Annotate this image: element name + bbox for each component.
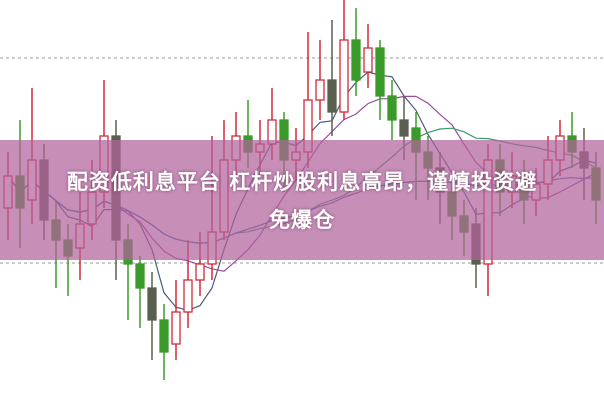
- candle-body: [351, 39, 361, 81]
- candle-body: [375, 47, 385, 97]
- candle-body: [399, 119, 409, 137]
- candle-body: [339, 39, 349, 113]
- candle-body: [387, 95, 397, 121]
- candle-body: [183, 279, 193, 313]
- candle-body: [315, 79, 325, 101]
- candle-body: [147, 287, 157, 321]
- candle-body: [195, 263, 205, 281]
- title-banner: [0, 140, 604, 260]
- candle-body: [363, 47, 373, 73]
- title-line-2: 免爆仓: [269, 208, 335, 232]
- candle-body: [135, 263, 145, 289]
- candle-body: [327, 79, 337, 113]
- candle-body: [159, 319, 169, 353]
- article-title: 配资低利息平台 杠杆炒股利息高昂，谨慎投资避 免爆仓: [0, 163, 604, 239]
- title-line-1: 配资低利息平台 杠杆炒股利息高昂，谨慎投资避: [66, 170, 538, 194]
- candle-body: [171, 311, 181, 345]
